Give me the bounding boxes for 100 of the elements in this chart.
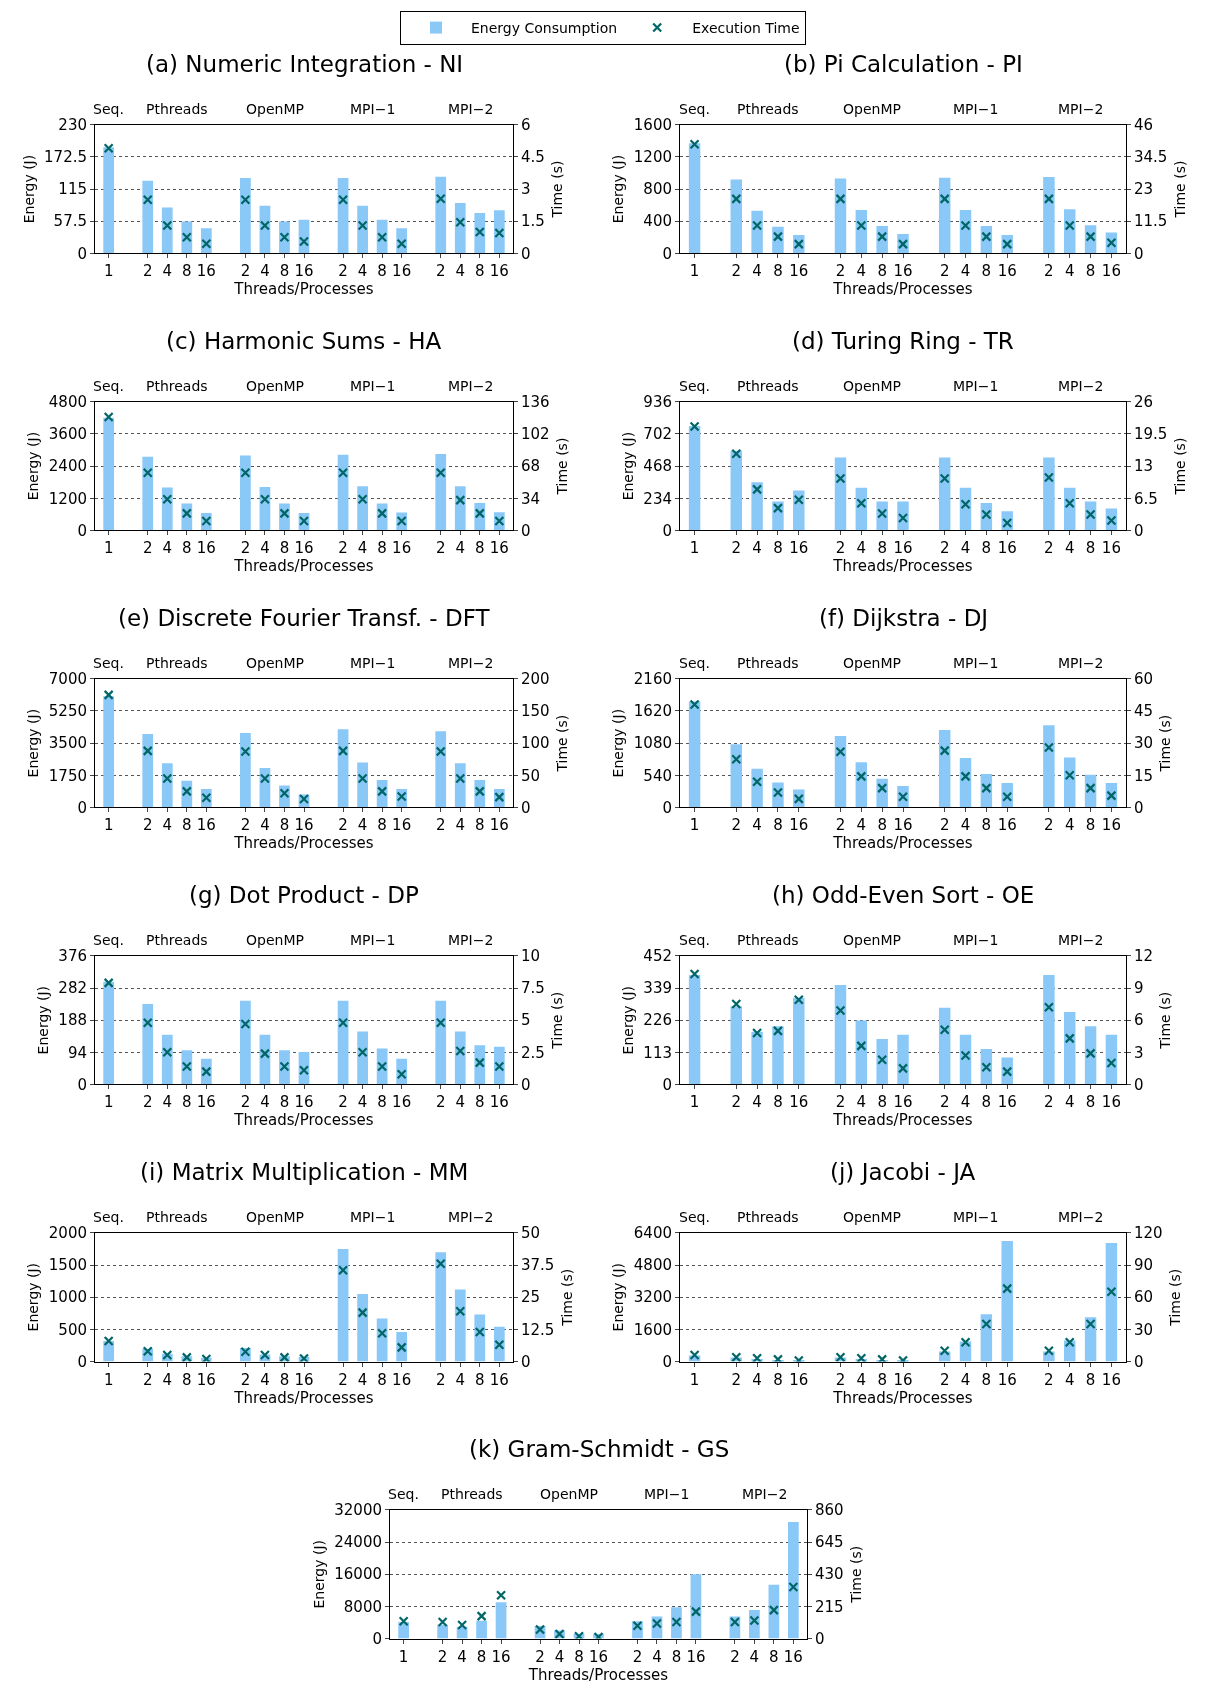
x-tick-label: 4: [960, 539, 971, 558]
y2-axis-title: Time (s): [549, 160, 566, 219]
text: Seq.: [93, 932, 124, 948]
x-tick-label: 4: [1064, 539, 1075, 558]
text: MPI−1: [350, 655, 396, 671]
text: Pthreads: [737, 101, 799, 117]
x-tick-label: 2: [1044, 816, 1054, 835]
y2-tick-label: 60: [1134, 1288, 1154, 1307]
x-tick-label: 2: [435, 262, 446, 281]
x-tick-label: 16: [294, 539, 314, 558]
y-tick-label: 3500: [48, 734, 87, 753]
y2-tick-label: 9: [1134, 979, 1144, 998]
text: OpenMP: [246, 932, 304, 948]
x-tick-label: 2: [240, 1093, 251, 1112]
x-tick-label: 1: [103, 1370, 114, 1389]
x-tick-label: 2: [939, 1093, 950, 1112]
y-tick-label: 1600: [633, 1320, 672, 1339]
x-tick-label: 16: [489, 1093, 509, 1112]
x-tick-label: 2: [338, 1093, 348, 1112]
text: Seq.: [93, 101, 124, 117]
x-axis-title: Threads/Processes: [233, 1388, 374, 1407]
x-tick-label: 4: [749, 1647, 760, 1666]
text: Seq.: [93, 378, 124, 394]
x-tick-label: 2: [435, 1093, 446, 1112]
x-axis-title: Threads/Processes: [832, 1388, 973, 1407]
y2-tick-label: 150: [521, 702, 550, 721]
y-tick-label: 5250: [48, 702, 87, 721]
x-tick-label: 1: [689, 539, 700, 558]
y2-tick-label: 13: [1134, 457, 1154, 476]
text: Pthreads: [146, 655, 208, 671]
x-tick-label: 2: [1044, 262, 1054, 281]
x-tick-label: 8: [475, 262, 485, 281]
x-tick-label: 8: [877, 539, 887, 558]
x-tick-label: 2: [142, 816, 153, 835]
y-axis-title: Energy (J): [610, 1262, 627, 1332]
y-tick-label: 230: [58, 116, 87, 135]
y-tick-label: 1750: [48, 766, 87, 785]
x-tick-label: 8: [877, 816, 887, 835]
y2-tick-label: 12: [1134, 947, 1154, 966]
x-tick-label: 4: [162, 539, 173, 558]
text: MPI−2: [448, 932, 494, 948]
text: Seq.: [679, 378, 710, 394]
x-axis-title: Threads/Processes: [527, 1665, 669, 1684]
y2-tick-label: 30: [1134, 1320, 1154, 1339]
x-tick-label: 16: [997, 262, 1017, 281]
chart-title: (k) Gram-Schmidt - GS: [469, 1436, 730, 1462]
x-tick-label: 8: [377, 1370, 387, 1389]
y-tick-label: 3200: [633, 1288, 672, 1307]
text: MPI−1: [350, 1209, 396, 1225]
text: MPI−2: [742, 1486, 788, 1502]
y2-tick-label: 0: [1134, 244, 1144, 263]
x-tick-label: 8: [182, 539, 192, 558]
y2-tick-label: 6.5: [1134, 489, 1158, 508]
x-tick-label: 2: [1044, 1370, 1054, 1389]
y-tick-label: 0: [372, 1629, 382, 1648]
y-axis-title: Energy (J): [34, 985, 51, 1055]
y-axis-title: Energy (J): [610, 708, 627, 778]
x-tick-label: 8: [773, 262, 783, 281]
x-tick-label: 16: [294, 1370, 314, 1389]
y2-tick-label: 0: [1134, 1352, 1144, 1371]
y-tick-label: 1200: [48, 489, 87, 508]
x-tick-label: 16: [294, 262, 314, 281]
x-tick-label: 8: [877, 1093, 887, 1112]
x-tick-label: 4: [960, 1370, 971, 1389]
text: Pthreads: [146, 101, 208, 117]
x-tick-label: 16: [196, 539, 216, 558]
y2-tick-label: 0: [521, 798, 531, 817]
y-tick-label: 2160: [633, 670, 672, 689]
x-tick-label: 2: [435, 1370, 446, 1389]
text: MPI−1: [350, 932, 396, 948]
x-tick-label: 16: [686, 1647, 706, 1666]
y-tick-label: 113: [643, 1043, 672, 1062]
text: MPI−2: [448, 655, 494, 671]
x-tick-label: 16: [392, 262, 412, 281]
text: OpenMP: [843, 101, 901, 117]
x-tick-label: 8: [981, 539, 992, 558]
y2-tick-label: 2.5: [521, 1043, 545, 1062]
x-tick-label: 4: [260, 1370, 270, 1389]
text: Pthreads: [146, 378, 208, 394]
x-tick-label: 4: [752, 1370, 762, 1389]
x-tick-label: 8: [773, 816, 783, 835]
y2-tick-label: 34.5: [1134, 148, 1168, 167]
x-tick-label: 1: [103, 816, 114, 835]
x-tick-label: 1: [689, 816, 700, 835]
y2-axis-title: Time (s): [847, 1545, 864, 1604]
x-tick-label: 2: [1044, 539, 1054, 558]
x-tick-label: 16: [196, 1093, 216, 1112]
x-tick-label: 2: [535, 1647, 545, 1666]
x-tick-label: 1: [398, 1647, 409, 1666]
text: Seq.: [93, 655, 124, 671]
y-tick-label: 3600: [48, 425, 87, 444]
x-tick-label: 16: [893, 816, 913, 835]
x-tick-label: 1: [103, 539, 114, 558]
x-tick-label: 1: [689, 1093, 700, 1112]
y2-tick-label: 0: [521, 1075, 531, 1094]
x-tick-label: 2: [835, 262, 846, 281]
y-tick-label: 1200: [633, 148, 672, 167]
text: OpenMP: [246, 1209, 304, 1225]
x-tick-label: 8: [877, 262, 887, 281]
text: Seq.: [388, 1486, 419, 1502]
